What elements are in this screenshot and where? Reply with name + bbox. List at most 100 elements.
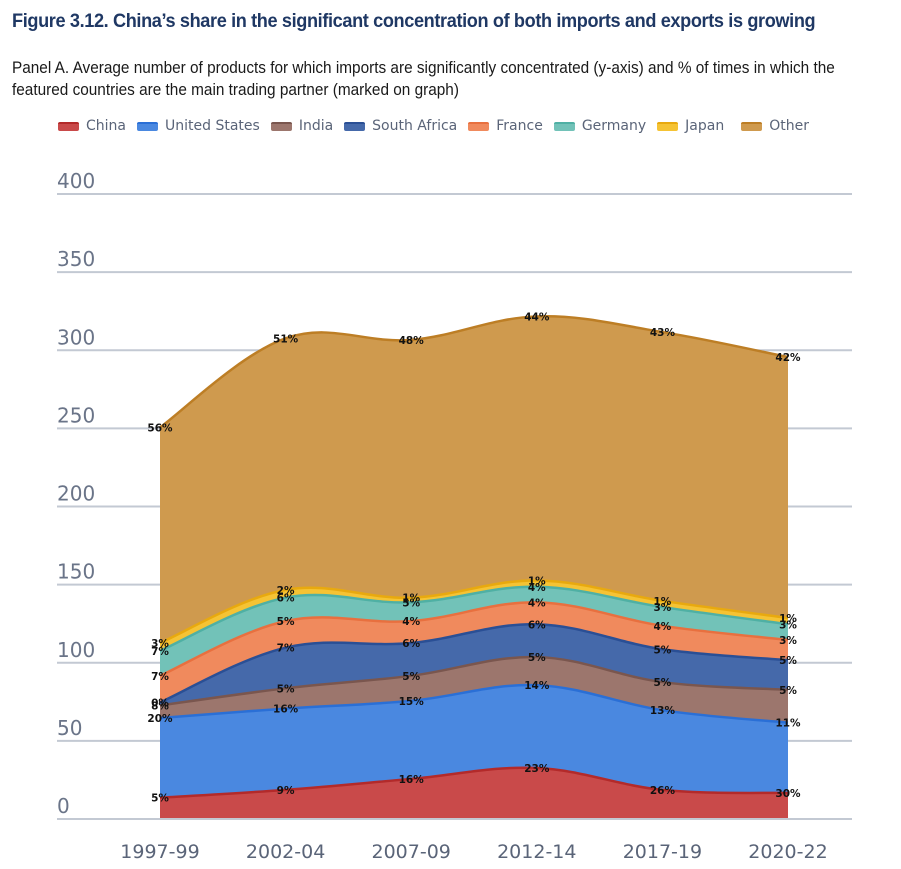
x-tick-label: 2017-19 [623,841,702,863]
data-label-japan: 1% [528,576,546,588]
data-label-germany: 7% [151,646,169,658]
line-germany [159,585,789,652]
legend-swatch-united-states [137,121,158,131]
legend-swatch-china [58,121,79,131]
legend-item-india[interactable]: India [270,118,334,134]
legend-label: China [86,118,126,134]
line-south-africa [159,622,789,704]
data-label-germany: 3% [779,619,797,631]
data-label-united-states: 11% [775,718,801,730]
data-label-japan: 3% [151,638,169,650]
y-tick-label: 100 [57,638,95,662]
legend-swatch-india [270,121,292,131]
legend-label: Germany [581,118,647,134]
x-tick-label: 1997-99 [120,841,199,863]
legend-label: United States [165,118,260,134]
line-other [159,315,789,429]
legend-item-france[interactable]: France [468,118,543,134]
data-label-china: 26% [650,785,676,797]
legend-item-china[interactable]: China [58,118,126,134]
data-label-south-africa: 6% [402,638,420,650]
line-japan [159,579,789,645]
data-labels: 5% 9% 16% 23% 26% 30% 20% 16% 15% 14% 13% 11% 8% 5% 5%… [147,311,801,804]
data-label-france: 4% [528,597,546,609]
data-label-india: 5% [528,652,546,664]
data-label-united-states: 20% [147,713,173,725]
data-label-japan: 2% [277,585,295,597]
area-france [160,602,788,703]
data-label-other: 42% [775,352,801,364]
data-label-united-states: 15% [399,696,425,708]
legend-swatch-france [468,121,490,131]
data-label-other: 48% [399,335,425,347]
data-label-other: 44% [524,311,550,323]
legend-item-germany[interactable]: Germany [553,118,647,134]
data-label-japan: 1% [779,613,797,625]
data-label-south-africa: 6% [528,619,546,631]
x-tick-label: 2002-04 [246,841,325,863]
y-tick-label: 200 [57,482,95,506]
legend-label: Other [769,118,809,134]
line-china [159,766,789,799]
area-china [160,767,788,818]
data-label-united-states: 16% [273,704,299,716]
legend-label: France [496,118,543,134]
data-label-france: 3% [779,635,797,647]
y-tick-label: 300 [57,325,95,349]
y-tick-label: 350 [57,247,95,271]
x-tick-label: 2007-09 [372,841,451,863]
data-label-south-africa: 7% [277,643,295,655]
data-label-france: 5% [277,616,295,628]
legend-item-japan[interactable]: Japan [657,118,724,134]
figure-subtitle: Panel A. Average number of products for … [12,59,835,99]
data-label-japan: 1% [653,596,671,608]
data-label-germany: 6% [277,593,295,605]
data-label-france: 7% [151,671,169,683]
area-united-states [160,685,788,798]
data-label-united-states: 13% [650,705,676,717]
line-india [159,655,789,707]
legend-swatch-japan [657,121,679,131]
series-lines [159,315,789,799]
legend-label: South Africa [372,118,458,134]
legend-label: Japan [685,118,725,134]
data-label-china: 23% [524,763,550,775]
area-other [160,316,788,643]
y-tick-label: 400 [57,169,95,193]
data-label-united-states: 14% [524,680,550,692]
data-label-germany: 3% [653,602,671,614]
data-label-china: 16% [399,774,425,786]
data-label-france: 4% [653,621,671,633]
data-label-india: 5% [653,677,671,689]
area-japan [160,580,788,651]
x-tick-label: 2020-22 [748,841,827,863]
legend-label: India [298,118,334,134]
data-label-south-africa: 0% [151,697,169,709]
data-label-france: 4% [402,616,420,628]
x-axis-ticks: 1997-99 2002-04 2007-09 2012-14 2017-19 2020-… [120,841,827,863]
data-label-germany: 4% [528,582,546,594]
legend-item-other[interactable]: Other [741,118,809,134]
data-label-japan: 1% [402,593,420,605]
area-series [160,316,788,818]
chart-legend: China United States India South Africa Franc… [58,118,820,134]
data-label-south-africa: 5% [779,655,797,667]
y-tick-label: 0 [57,794,70,818]
y-tick-label: 50 [57,716,82,740]
line-france [159,601,789,677]
data-label-china: 5% [151,793,169,805]
y-tick-label: 150 [57,560,95,584]
legend-swatch-other [741,121,763,131]
data-label-other: 43% [650,327,676,339]
data-label-india: 8% [151,701,169,713]
area-south-africa [160,624,788,706]
data-label-germany: 5% [402,597,420,609]
legend-swatch-south-africa [344,121,366,131]
legend-item-united-states[interactable]: United States [137,118,260,134]
data-label-china: 30% [775,788,801,800]
legend-item-south-africa[interactable]: South Africa [344,118,457,134]
figure-title: Figure 3.12. China’s share in the signif… [12,10,816,32]
data-label-south-africa: 5% [653,644,671,656]
y-axis-ticks: 0 50 100 150 200 250 300 350 400 [57,169,95,818]
